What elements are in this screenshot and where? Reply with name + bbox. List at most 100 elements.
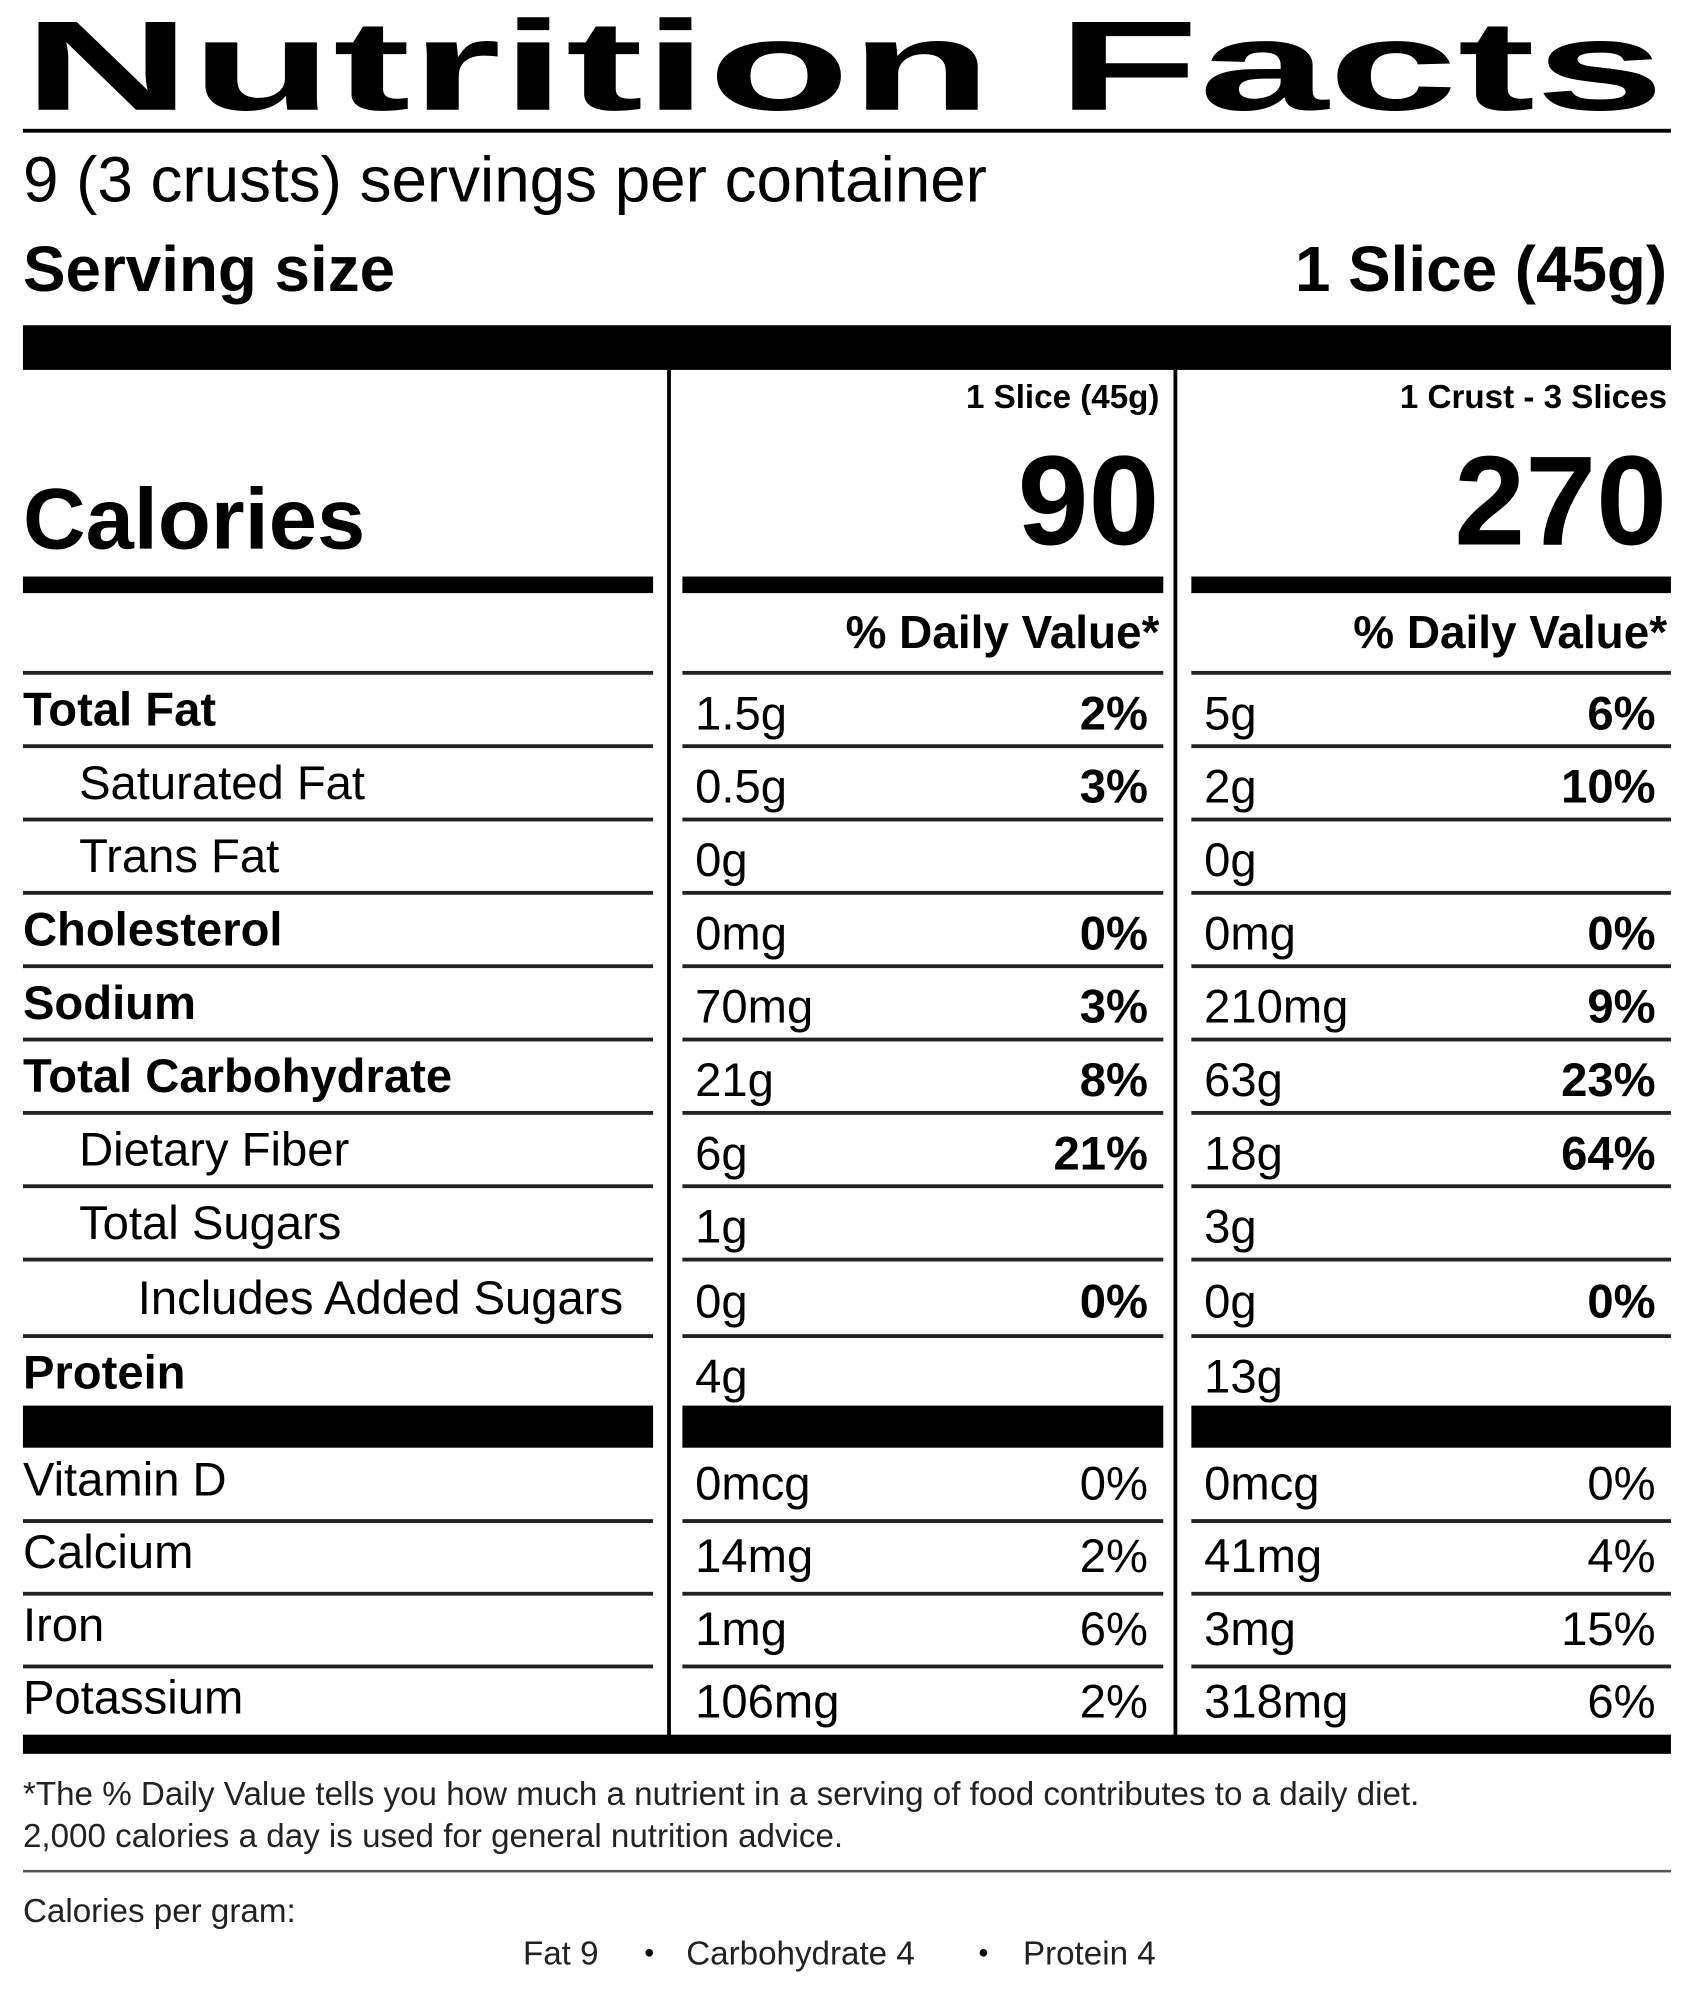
row-rule <box>1191 1184 1671 1189</box>
row-rule <box>1191 670 1671 675</box>
row-rule <box>682 1110 1164 1115</box>
row-rule <box>22 1257 654 1262</box>
row-rule <box>682 1519 1164 1523</box>
dv-header: % Daily Value* <box>846 606 1160 658</box>
rule <box>22 1869 1671 1873</box>
nutrient-name: Potassium <box>23 1672 243 1725</box>
amount: 0g <box>695 834 748 887</box>
thick-bar <box>1191 1405 1671 1448</box>
column-header: 1 Slice (45g) <box>966 379 1160 416</box>
daily-value: 6% <box>1587 1675 1655 1728</box>
column-divider <box>667 369 671 1738</box>
cpg-label: Calories per gram: <box>23 1893 296 1930</box>
row-rule <box>682 817 1164 822</box>
nutrient-name: Cholesterol <box>23 903 283 956</box>
row-rule <box>1191 744 1671 749</box>
row-rule <box>682 1037 1164 1042</box>
thick-bar <box>22 576 654 594</box>
row-rule <box>22 890 654 895</box>
amount: 1mg <box>695 1603 787 1656</box>
daily-value: 4% <box>1587 1530 1655 1583</box>
thick-bar <box>22 1734 1671 1754</box>
nutrient-name: Total Carbohydrate <box>23 1050 452 1103</box>
row-rule <box>1191 964 1671 969</box>
amount: 0g <box>1204 1276 1257 1329</box>
daily-value: 64% <box>1561 1127 1655 1180</box>
row-rule <box>1191 817 1671 822</box>
amount: 0.5g <box>695 761 787 814</box>
column-header: 1 Crust - 3 Slices <box>1400 379 1667 416</box>
nutrient-name: Calcium <box>23 1526 193 1579</box>
thick-bar <box>22 1405 654 1448</box>
row-rule <box>22 1519 654 1523</box>
amount: 0mg <box>1204 907 1296 960</box>
footnote: *The % Daily Value tells you how much a … <box>23 1776 1419 1813</box>
row-rule <box>1191 1110 1671 1115</box>
daily-value: 2% <box>1080 1675 1148 1728</box>
row-rule <box>1191 1037 1671 1042</box>
daily-value: 21% <box>1054 1127 1148 1180</box>
row-rule <box>22 817 654 822</box>
row-rule <box>22 1110 654 1115</box>
amount: 5g <box>1204 687 1257 740</box>
nutrient-name: Vitamin D <box>23 1454 227 1507</box>
daily-value: 0% <box>1587 907 1655 960</box>
daily-value: 0% <box>1587 1457 1655 1510</box>
row-rule <box>1191 1664 1671 1669</box>
amount: 14mg <box>695 1530 813 1583</box>
row-rule <box>22 1664 654 1669</box>
row-rule <box>682 1334 1164 1339</box>
daily-value: 8% <box>1080 1054 1148 1107</box>
cpg-item: Carbohydrate 4 <box>686 1935 915 1972</box>
nutrient-name: Saturated Fat <box>79 757 365 810</box>
daily-value: 0% <box>1080 1276 1148 1329</box>
daily-value: 0% <box>1587 1276 1655 1329</box>
row-rule <box>682 1591 1164 1596</box>
row-rule <box>22 1184 654 1189</box>
amount: 318mg <box>1204 1675 1348 1728</box>
row-rule <box>22 744 654 749</box>
bullet <box>979 1948 988 1957</box>
nutrient-name: Trans Fat <box>79 830 279 883</box>
amount: 0g <box>1204 834 1257 887</box>
thick-bar <box>682 576 1164 594</box>
amount: 70mg <box>695 981 813 1034</box>
daily-value: 0% <box>1080 907 1148 960</box>
nutrient-name: Dietary Fiber <box>79 1123 349 1176</box>
amount: 106mg <box>695 1675 839 1728</box>
row-rule <box>682 890 1164 895</box>
nutrient-name: Iron <box>23 1599 104 1652</box>
thick-bar <box>682 1405 1164 1448</box>
cpg-item: Fat 9 <box>523 1935 599 1972</box>
serving-size-label: Serving size <box>23 233 395 305</box>
column-divider <box>1173 369 1178 1738</box>
rule <box>22 128 1671 133</box>
row-rule <box>22 1334 654 1339</box>
row-rule <box>22 670 654 675</box>
row-rule <box>682 1257 1164 1262</box>
daily-value: 6% <box>1587 687 1655 740</box>
daily-value: 6% <box>1080 1603 1148 1656</box>
amount: 210mg <box>1204 981 1348 1034</box>
daily-value: 3% <box>1080 761 1148 814</box>
row-rule <box>22 1037 654 1042</box>
footnote: 2,000 calories a day is used for general… <box>23 1818 843 1855</box>
amount: 6g <box>695 1127 748 1180</box>
row-rule <box>1191 1591 1671 1596</box>
amount: 0mg <box>695 907 787 960</box>
row-rule <box>1191 1334 1671 1339</box>
calories-label: Calories <box>23 470 365 567</box>
amount: 0mcg <box>1204 1457 1319 1510</box>
row-rule <box>22 964 654 969</box>
dv-header: % Daily Value* <box>1353 606 1667 658</box>
daily-value: 9% <box>1587 981 1655 1034</box>
title: Nutrition Facts <box>23 0 1665 138</box>
amount: 21g <box>695 1054 774 1107</box>
cpg-item: Protein 4 <box>1023 1935 1156 1972</box>
daily-value: 10% <box>1561 761 1655 814</box>
daily-value: 15% <box>1561 1603 1655 1656</box>
row-rule <box>22 1591 654 1596</box>
amount: 1g <box>695 1201 748 1254</box>
bullet <box>645 1948 654 1957</box>
